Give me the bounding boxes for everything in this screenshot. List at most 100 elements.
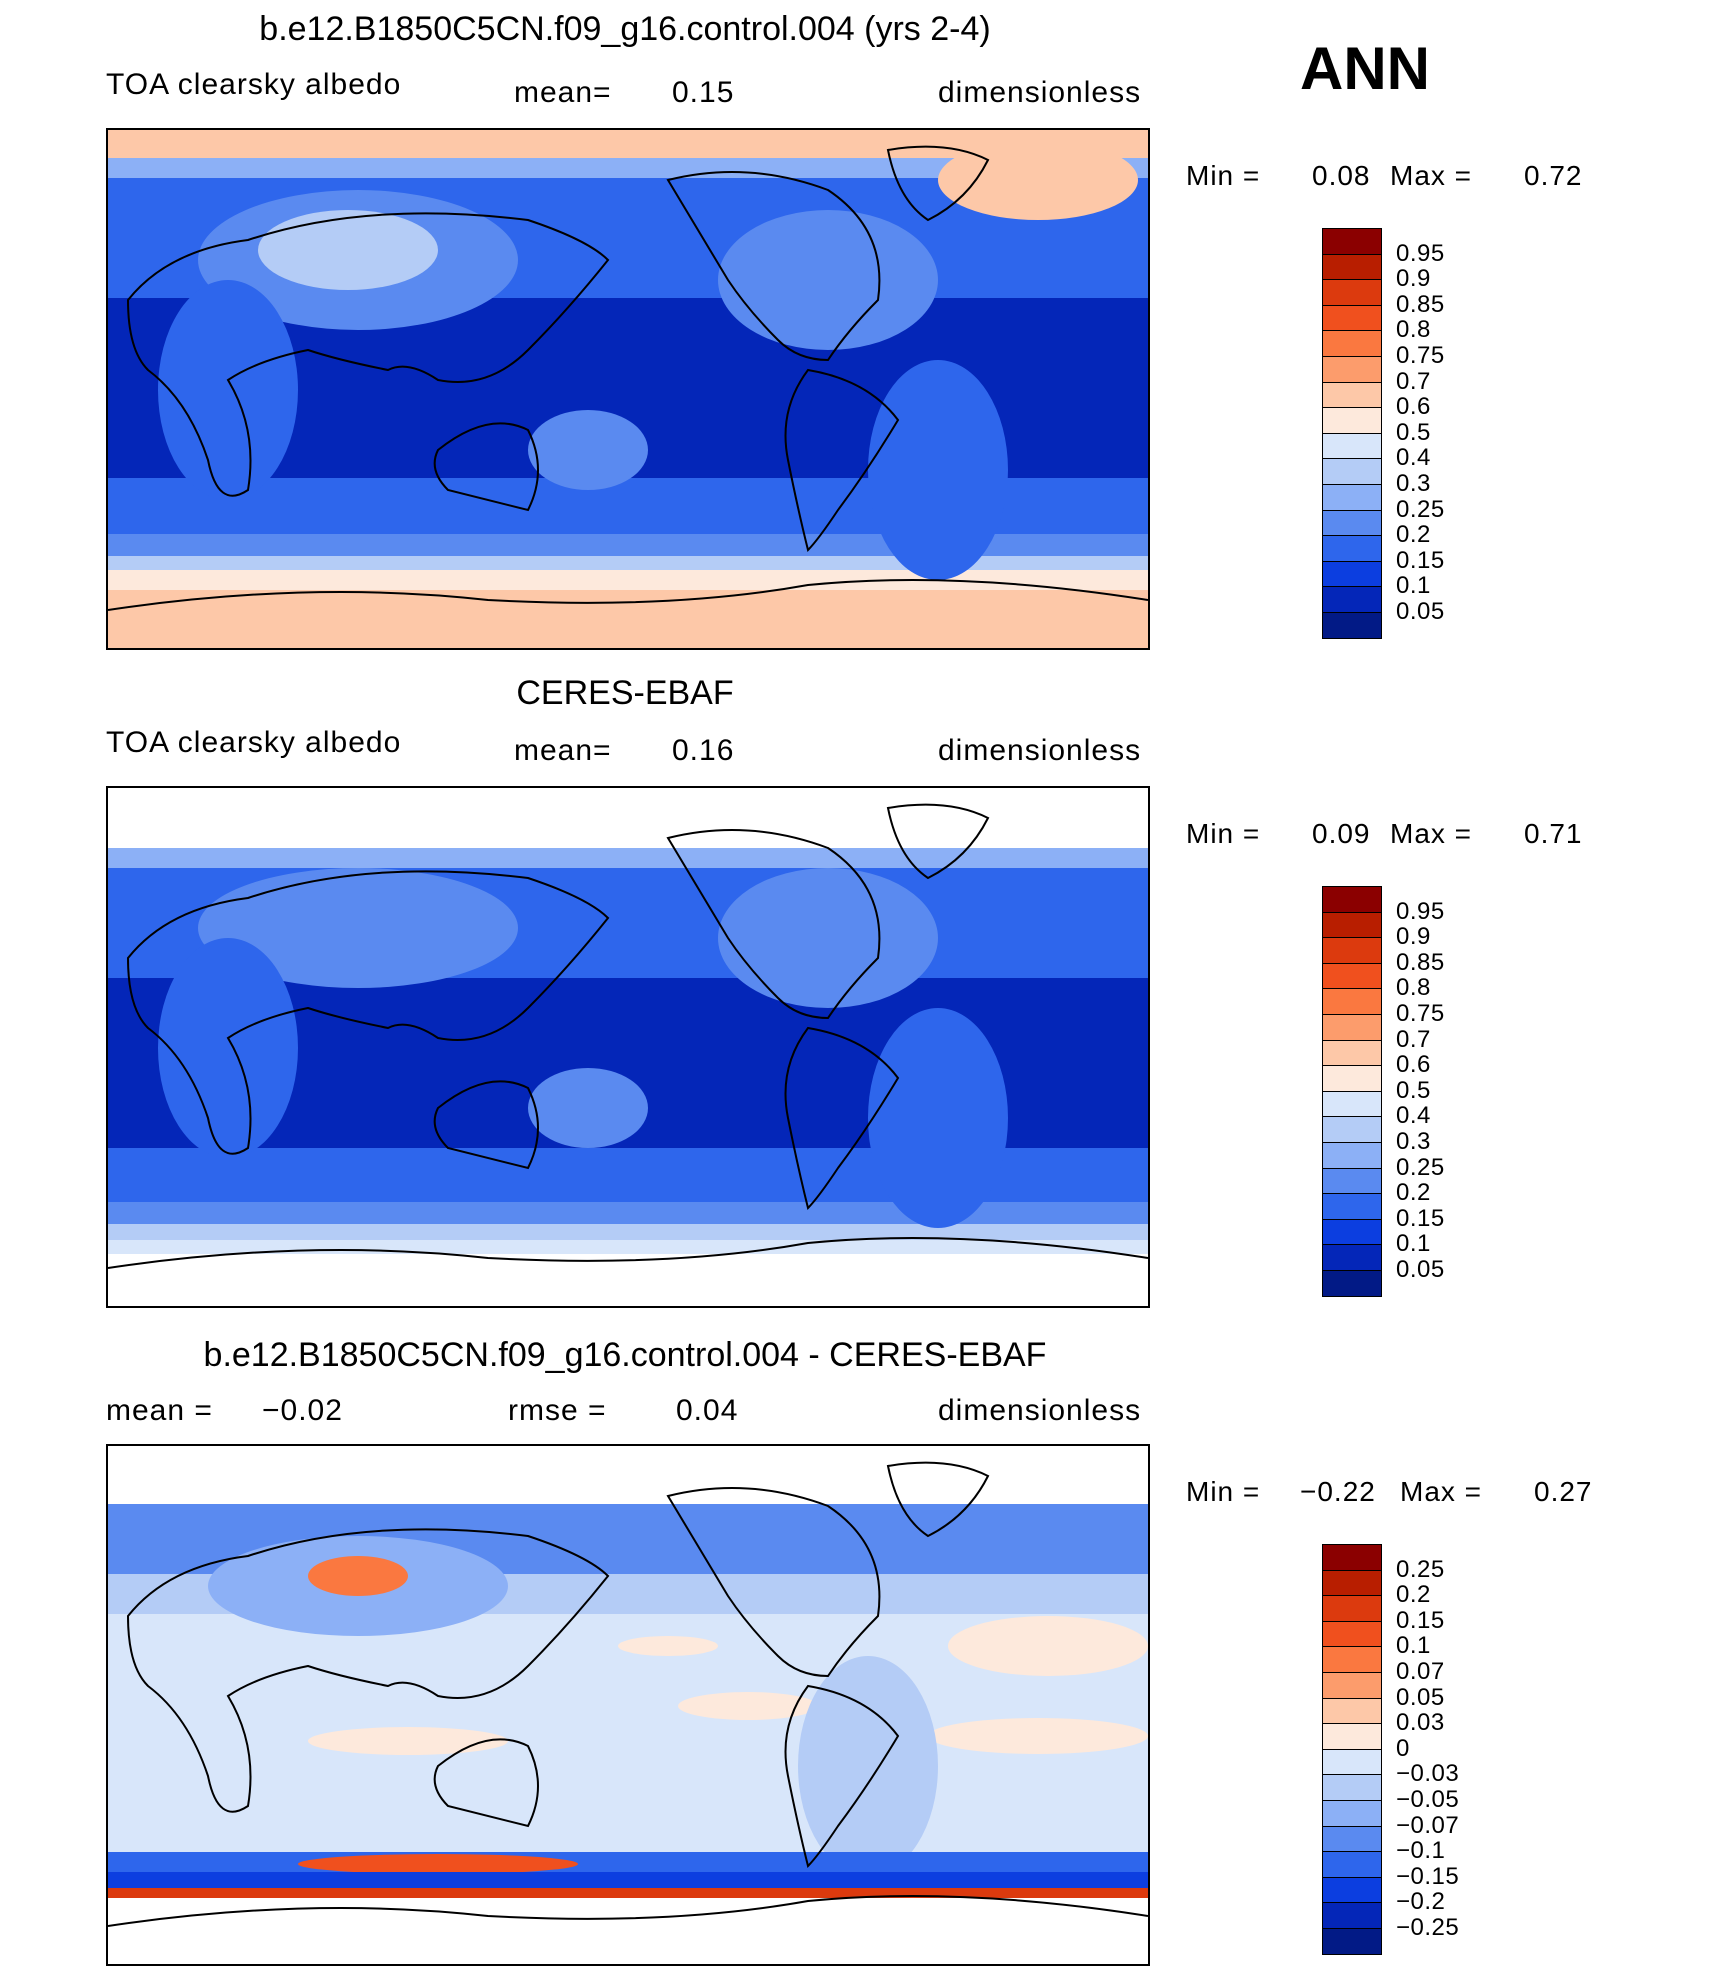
panel-1-max-label: Max =	[1390, 160, 1473, 191]
panel-2-mean-value: 0.16	[672, 734, 735, 767]
colorbar-swatch	[1322, 1620, 1382, 1648]
colorbar-label: 0	[1396, 1734, 1410, 1762]
colorbar-swatch	[1322, 612, 1382, 639]
panel-3-mean-value: −0.02	[262, 1394, 343, 1427]
colorbar-swatch	[1322, 1800, 1382, 1827]
colorbar-swatch	[1322, 911, 1382, 939]
panel-1-mean-value: 0.15	[672, 76, 735, 109]
colorbar-label: −0.03	[1396, 1760, 1460, 1788]
colorbar-swatch	[1322, 560, 1382, 588]
panel-3-mean-label: mean =	[106, 1394, 213, 1427]
colorbar-label: 0.8	[1396, 974, 1431, 1002]
colorbar-label: 0.75	[1396, 1000, 1445, 1027]
colorbar-label: −0.07	[1396, 1811, 1460, 1839]
panel-1-mean-label: mean=	[514, 76, 612, 109]
colorbar-swatch	[1322, 253, 1382, 281]
colorbar-swatch	[1322, 484, 1382, 511]
colorbar-label: 0.3	[1396, 1128, 1431, 1155]
colorbar-label: −0.05	[1396, 1786, 1460, 1813]
colorbar-label: 0.7	[1396, 367, 1431, 395]
colorbar-label: 0.7	[1396, 1025, 1431, 1053]
colorbar-label: 0.25	[1396, 1153, 1445, 1181]
panel-1-min-value: 0.08	[1312, 160, 1371, 191]
colorbar-swatch	[1322, 304, 1382, 332]
colorbar-swatch	[1322, 1167, 1382, 1195]
colorbar-swatch	[1322, 1646, 1382, 1673]
colorbar-swatch	[1322, 1876, 1382, 1904]
colorbar-swatch	[1322, 1270, 1382, 1297]
colorbar-swatch	[1322, 1065, 1382, 1092]
colorbar-swatch	[1322, 1039, 1382, 1067]
panel-3-rmse-label: rmse =	[508, 1394, 607, 1427]
panel-2-mean-label: mean=	[514, 734, 612, 767]
colorbar-swatch	[1322, 228, 1382, 255]
colorbar-swatch	[1322, 886, 1382, 913]
colorbar-swatch	[1322, 1218, 1382, 1246]
colorbar-label: 0.1	[1396, 1230, 1431, 1258]
colorbar-swatch	[1322, 407, 1382, 434]
colorbar-label: 0.15	[1396, 546, 1445, 574]
colorbar-label: 0.75	[1396, 342, 1445, 369]
colorbar-label: −0.15	[1396, 1862, 1460, 1890]
panel-2-title: CERES-EBAF	[516, 674, 734, 712]
colorbar-label: 0.85	[1396, 948, 1445, 976]
panel-2-units-label: dimensionless	[938, 734, 1142, 767]
colorbar-label: 0.07	[1396, 1658, 1445, 1685]
colorbar-swatch	[1322, 1748, 1382, 1776]
panel-3-map	[106, 1444, 1150, 1966]
panel-1-units-label: dimensionless	[938, 76, 1142, 109]
colorbar-label: 0.2	[1396, 1179, 1431, 1207]
colorbar-label: 0.95	[1396, 897, 1445, 925]
colorbar-label: 0.5	[1396, 1076, 1431, 1104]
colorbar-swatch	[1322, 330, 1382, 357]
colorbar-swatch	[1322, 1116, 1382, 1143]
colorbar-label: 0.4	[1396, 444, 1431, 472]
colorbar-label: 0.05	[1396, 1683, 1445, 1711]
colorbar-swatch	[1322, 1723, 1382, 1750]
panel-2-min-label: Min =	[1186, 818, 1261, 849]
panel-2-map-plot	[108, 788, 1148, 1306]
panel-1-map	[106, 128, 1150, 650]
colorbar-swatch	[1322, 279, 1382, 306]
colorbar-label: 0.85	[1396, 290, 1445, 318]
colorbar-swatch	[1322, 1595, 1382, 1622]
colorbar-label: 0.2	[1396, 1581, 1431, 1609]
panel-1-variable-label: TOA clearsky albedo	[106, 68, 402, 101]
colorbar-label: 0.5	[1396, 418, 1431, 446]
colorbar-swatch	[1322, 1902, 1382, 1929]
colorbar-swatch	[1322, 1544, 1382, 1571]
colorbar-label: 0.15	[1396, 1204, 1445, 1232]
colorbar-swatch	[1322, 1928, 1382, 1955]
colorbar-swatch	[1322, 1244, 1382, 1271]
colorbar-label: 0.95	[1396, 239, 1445, 267]
colorbar-swatch	[1322, 535, 1382, 562]
colorbar-swatch	[1322, 962, 1382, 990]
colorbar-swatch	[1322, 1142, 1382, 1169]
panel-1-title: b.e12.B1850C5CN.f09_g16.control.004 (yrs…	[259, 10, 991, 48]
colorbar-label: 0.8	[1396, 316, 1431, 344]
colorbar-label: 0.25	[1396, 495, 1445, 523]
panel-3-units-label: dimensionless	[938, 1394, 1142, 1427]
colorbar-label: 0.25	[1396, 1555, 1445, 1583]
panel-3-title: b.e12.B1850C5CN.f09_g16.control.004 - CE…	[203, 1336, 1047, 1374]
colorbar-swatch	[1322, 432, 1382, 460]
colorbar-swatch	[1322, 1825, 1382, 1853]
colorbar-label: 0.3	[1396, 470, 1431, 497]
colorbar-swatch	[1322, 381, 1382, 409]
panel-3-rmse-value: 0.04	[676, 1394, 739, 1427]
colorbar-label: 0.2	[1396, 521, 1431, 549]
colorbar-swatch	[1322, 458, 1382, 485]
colorbar-label: −0.2	[1396, 1888, 1446, 1916]
colorbar-label: 0.9	[1396, 265, 1431, 293]
colorbar-swatch	[1322, 586, 1382, 613]
panel-3-min-label: Min =	[1186, 1476, 1261, 1507]
colorbar-label: 0.15	[1396, 1606, 1445, 1634]
panel-1-min-label: Min =	[1186, 160, 1261, 191]
colorbar-label: −0.1	[1396, 1837, 1446, 1865]
colorbar-swatch	[1322, 988, 1382, 1015]
panel-2-variable-label: TOA clearsky albedo	[106, 726, 402, 759]
panel-2-map	[106, 786, 1150, 1308]
colorbar-swatch	[1322, 1774, 1382, 1801]
colorbar-swatch	[1322, 1851, 1382, 1878]
colorbar-swatch	[1322, 1090, 1382, 1118]
